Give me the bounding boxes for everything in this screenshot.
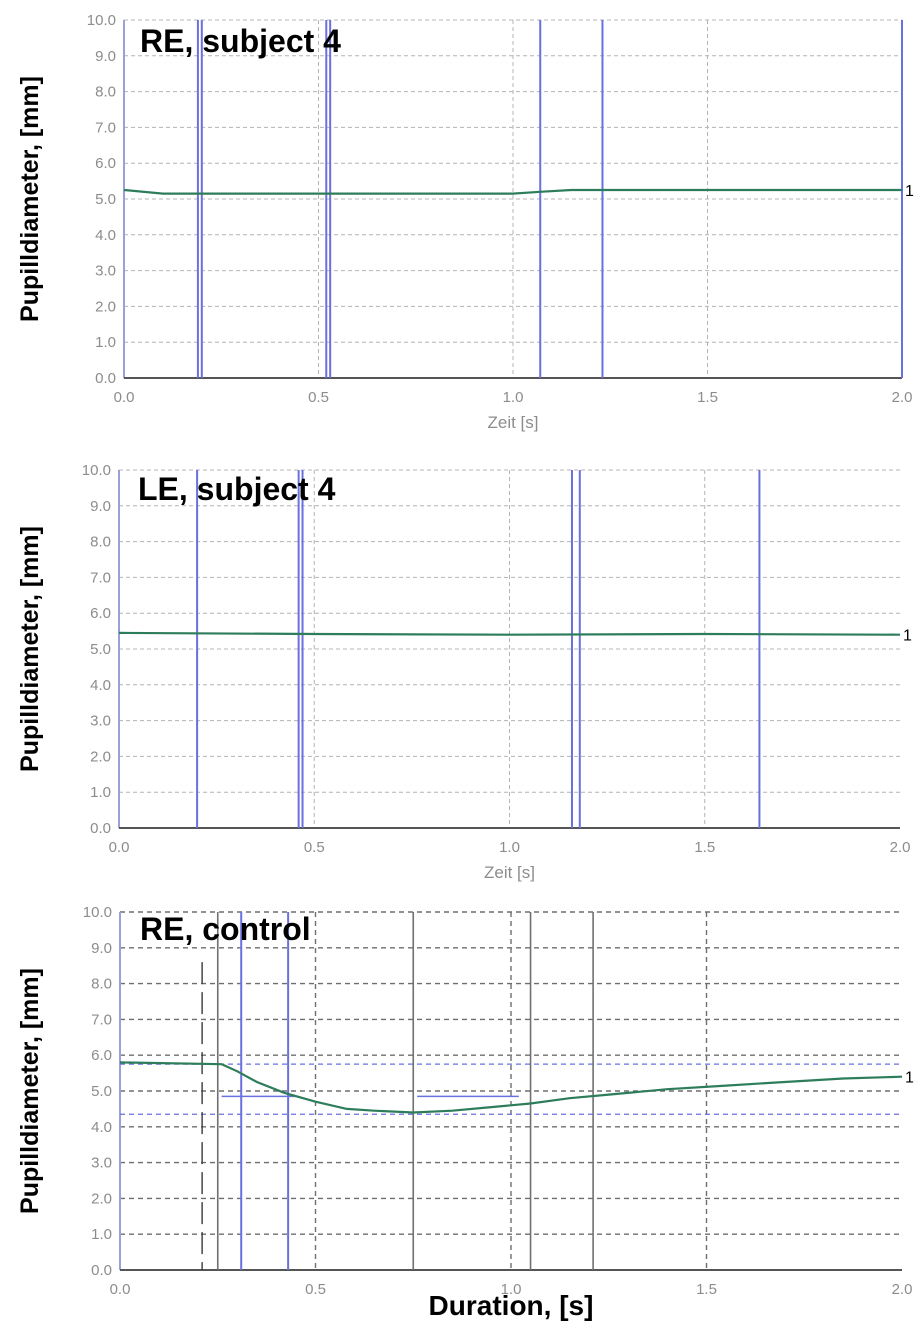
- series-label: 1: [905, 1070, 914, 1087]
- series-line: [123, 188, 902, 195]
- x-tick-label: 1.5: [694, 839, 715, 856]
- y-tick-label: 9.0: [90, 498, 111, 515]
- y-tick-label: 2.0: [95, 298, 116, 315]
- y-tick-label: 3.0: [91, 1155, 112, 1172]
- y-tick-label: 7.0: [91, 1011, 112, 1028]
- y-tick-label: 3.0: [90, 713, 111, 730]
- x-tick-label: 2.0: [892, 1281, 913, 1298]
- y-tick-label: 1.0: [95, 334, 116, 351]
- chart-svg-re-control: 0.0 1.0 2.0 3.0 4.0 5.0 6.0 7.0 8.0 9.0 10.0 0.0 0.5…: [16, 904, 914, 1321]
- y-tick-label: 9.0: [95, 48, 116, 65]
- y-axis-label: Pupilldiameter, [mm]: [16, 526, 44, 772]
- chart-panel-re-control: 0.0 1.0 2.0 3.0 4.0 5.0 6.0 7.0 8.0 9.0 10.0 0.0 0.5…: [0, 900, 919, 1323]
- grid: [124, 19, 902, 378]
- y-tick-label: 0.0: [90, 820, 111, 837]
- y-tick-label: 10.0: [83, 904, 112, 921]
- y-tick-label: 9.0: [91, 940, 112, 957]
- y-tick-label: 10.0: [82, 462, 111, 479]
- x-axis-label: Duration, [s]: [429, 1290, 594, 1321]
- chart-title: LE, subject 4: [138, 471, 336, 507]
- chart-title: RE, control: [140, 911, 311, 947]
- y-tick-label: 0.0: [95, 370, 116, 387]
- y-tick-label: 4.0: [90, 677, 111, 694]
- x-tick-label: 0.0: [110, 1281, 131, 1298]
- y-tick-label: 7.0: [90, 569, 111, 586]
- x-axis-label: Zeit [s]: [484, 863, 535, 882]
- y-tick-label: 8.0: [91, 976, 112, 993]
- x-tick-label: 1.0: [501, 1281, 522, 1298]
- y-tick-label: 8.0: [90, 534, 111, 551]
- x-tick-label: 0.5: [308, 389, 329, 406]
- x-tick-label: 1.5: [696, 1281, 717, 1298]
- y-tick-label: 10.0: [87, 12, 116, 29]
- y-tick-label: 1.0: [91, 1226, 112, 1243]
- y-tick-label: 6.0: [95, 155, 116, 172]
- y-tick-label: 5.0: [95, 191, 116, 208]
- chart-panel-le-subject-4: 0.0 1.0 2.0 3.0 4.0 5.0 6.0 7.0 8.0 9.0 10.0 0.0 0.5…: [0, 450, 919, 895]
- y-tick-label: 4.0: [91, 1119, 112, 1136]
- x-tick-label: 0.5: [305, 1281, 326, 1298]
- x-tick-label: 1.0: [499, 839, 520, 856]
- x-tick-label: 0.5: [304, 839, 325, 856]
- series-label: 1: [903, 628, 912, 645]
- x-tick-label: 2.0: [892, 389, 913, 406]
- y-tick-label: 3.0: [95, 263, 116, 280]
- series-line: [119, 1061, 903, 1114]
- grid: [120, 911, 902, 1270]
- y-tick-label: 1.0: [90, 784, 111, 801]
- y-tick-label: 4.0: [95, 227, 116, 244]
- x-tick-label: 1.5: [697, 389, 718, 406]
- series-label: 1: [905, 183, 914, 200]
- chart-svg-re-subject-4: 0.0 1.0 2.0 3.0 4.0 5.0 6.0 7.0 8.0 9.0 10.0 0.0 0.5…: [16, 12, 914, 432]
- y-axis-label: Pupilldiameter, [mm]: [16, 968, 44, 1214]
- y-tick-label: 5.0: [90, 641, 111, 658]
- x-tick-label: 1.0: [503, 389, 524, 406]
- x-tick-label: 2.0: [890, 839, 911, 856]
- x-tick-label: 0.0: [109, 839, 130, 856]
- y-tick-label: 6.0: [90, 605, 111, 622]
- y-tick-label: 5.0: [91, 1083, 112, 1100]
- y-tick-label: 6.0: [91, 1047, 112, 1064]
- x-axis-label: Zeit [s]: [487, 413, 538, 432]
- y-tick-label: 0.0: [91, 1262, 112, 1279]
- series-line: [118, 631, 901, 636]
- y-axis-label: Pupilldiameter, [mm]: [16, 76, 44, 322]
- chart-title: RE, subject 4: [140, 23, 341, 59]
- y-tick-label: 2.0: [90, 748, 111, 765]
- y-tick-label: 8.0: [95, 84, 116, 101]
- chart-panel-re-subject-4: 0.0 1.0 2.0 3.0 4.0 5.0 6.0 7.0 8.0 9.0 10.0 0.0 0.5…: [0, 0, 919, 445]
- grid: [119, 469, 900, 828]
- y-tick-label: 2.0: [91, 1190, 112, 1207]
- chart-svg-le-subject-4: 0.0 1.0 2.0 3.0 4.0 5.0 6.0 7.0 8.0 9.0 10.0 0.0 0.5…: [16, 462, 912, 882]
- x-tick-label: 0.0: [114, 389, 135, 406]
- y-tick-label: 7.0: [95, 119, 116, 136]
